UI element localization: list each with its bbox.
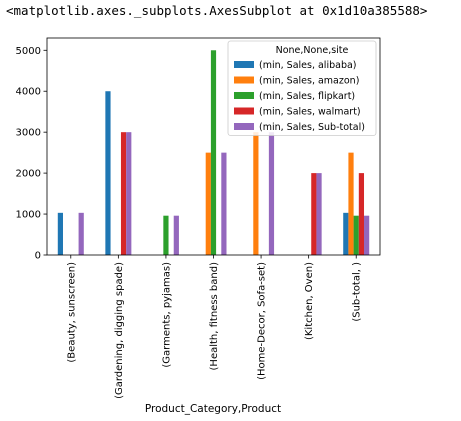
y-tick-label: 1000 bbox=[16, 210, 41, 221]
bar bbox=[163, 215, 169, 255]
bar bbox=[105, 91, 111, 255]
bars-group bbox=[57, 50, 370, 255]
bar bbox=[57, 212, 63, 255]
y-tick-label: 3000 bbox=[16, 128, 41, 139]
legend-entry: (min, Sales, walmart) bbox=[259, 107, 361, 118]
x-axis-label: Product_Category,Product bbox=[145, 403, 281, 415]
legend: None,None,site (min, Sales, alibaba) (min,… bbox=[227, 40, 377, 136]
x-tick-label: (Garments, pyjamas) bbox=[161, 262, 172, 368]
bar bbox=[253, 132, 259, 255]
bar bbox=[311, 173, 317, 255]
x-tick-label: (Kitchen, Oven) bbox=[304, 262, 315, 340]
x-tick-label: (Sub-total, ) bbox=[352, 262, 363, 322]
bar bbox=[268, 132, 275, 255]
legend-swatch bbox=[234, 76, 254, 84]
x-tick-label: (Beauty, sunscreen) bbox=[66, 262, 77, 363]
bar bbox=[358, 173, 365, 255]
x-tick-label: (Home-Decor, Sofa-set) bbox=[257, 262, 268, 380]
bar bbox=[173, 215, 179, 255]
bar bbox=[210, 50, 217, 255]
legend-entry: (min, Sales, flipkart) bbox=[259, 91, 355, 102]
legend-entry: (min, Sales, amazon) bbox=[259, 76, 359, 87]
legend-entry: (min, Sales, alibaba) bbox=[259, 60, 357, 71]
legend-box bbox=[227, 40, 377, 136]
bar bbox=[343, 212, 349, 255]
bar bbox=[353, 215, 359, 255]
x-tick-label: (Health, fitness band) bbox=[209, 262, 220, 371]
y-tick-label: 5000 bbox=[16, 46, 41, 57]
y-tick-label: 0 bbox=[35, 251, 41, 262]
y-tick-label: 4000 bbox=[16, 87, 41, 98]
bar bbox=[205, 152, 211, 255]
legend-entry: (min, Sales, Sub-total) bbox=[259, 122, 365, 133]
bar bbox=[348, 152, 354, 255]
bar bbox=[221, 152, 227, 255]
x-ticks-group: (Beauty, sunscreen) (Gardening, digging s… bbox=[66, 255, 363, 399]
legend-title: None,None,site bbox=[276, 45, 349, 56]
y-ticks-group: 0 1000 2000 3000 4000 5000 bbox=[16, 46, 47, 262]
bar bbox=[126, 132, 132, 255]
legend-swatch bbox=[234, 107, 254, 115]
output-repr: <matplotlib.axes._subplots.AxesSubplot a… bbox=[6, 3, 428, 18]
legend-swatch bbox=[234, 61, 254, 68]
legend-swatch bbox=[234, 92, 254, 99]
legend-swatch bbox=[234, 123, 254, 130]
bar bbox=[364, 215, 370, 255]
x-tick-label: (Gardening, digging spade) bbox=[114, 262, 125, 399]
y-tick-label: 2000 bbox=[16, 169, 41, 180]
bar bbox=[78, 212, 84, 255]
bar bbox=[316, 173, 322, 255]
bar bbox=[120, 132, 127, 255]
